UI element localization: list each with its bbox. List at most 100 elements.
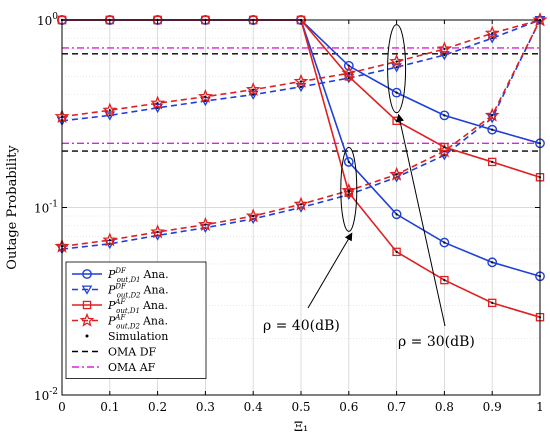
data-point-marker [391,87,402,98]
annotation-label-rho-30: ρ = 30(dB) [398,334,475,350]
data-point-marker [484,107,500,122]
data-point-marker [245,81,261,96]
simulation-point [156,106,159,109]
simulation-point [347,72,350,75]
simulation-point [395,66,398,69]
data-point-marker [198,216,213,231]
simulation-point [491,301,494,304]
data-point-marker [486,34,498,44]
simulation-point [395,91,398,94]
data-point-marker [344,188,354,197]
simulation-point [491,128,494,131]
legend: PDF out,D1 Ana.PDF out,D2 Ana.PAF out,D1 Ana.P… [65,261,207,379]
simulation-point [491,114,494,117]
x-tick-label: 0.1 [100,400,119,414]
y-axis-label: Outage Probability [5,145,20,270]
simulation-point [443,241,446,244]
simulation-point [395,250,398,253]
simulation-point [204,95,207,98]
simulation-point [299,203,303,206]
data-point-marker [440,142,449,152]
simulation-point [204,223,207,226]
simulation-point [443,145,446,149]
data-point-marker [343,157,354,167]
simulation-point [347,189,350,192]
legend-marker [81,285,93,295]
data-point-marker [439,237,450,248]
legend-box [65,261,207,379]
x-tick-label: 0.5 [291,400,310,414]
simulation-point [156,102,159,105]
data-point-marker [392,247,401,257]
x-tick-label: 0.6 [339,400,358,414]
simulation-point [443,114,446,117]
simulation-point [252,214,255,218]
simulation-point [491,261,494,264]
legend-entry-simulation: Simulation [108,330,168,343]
legend-entry: OMA AF [108,361,156,374]
annotation-ellipse-rho-30 [387,24,407,114]
data-point-marker [150,224,165,239]
data-point-marker [487,124,498,135]
data-point-marker [439,110,450,121]
x-tick-label: 0.9 [483,400,502,414]
simulation-point [395,119,398,122]
annotation-arrow-rho-40 [307,232,353,309]
x-tick-label: 1 [536,400,544,414]
legend-entry: PAF out,D2 Ana. [107,314,168,331]
data-point-marker [293,73,309,88]
simulation-point [299,80,303,83]
simulation-point [108,109,111,112]
x-tick-label: 0.2 [148,400,167,414]
data-point-marker [389,166,404,181]
legend-entry: PAF out,D1 Ana. [107,298,168,315]
legend-entry: PDF out,D1 Ana. [107,267,169,284]
data-point-marker [487,257,498,268]
axis-ticks: 0 0.1 0.2 0.3 0.4 0.5 0.6 0.7 0.8 0.9 1 10-2 10-1 100 [34,12,544,414]
data-point-marker [247,90,259,100]
annotation-label-rho-40: ρ = 40(dB) [263,318,340,334]
annotations: ρ = 40(dB) ρ = 30(dB) [263,24,475,350]
data-point-marker [102,232,118,247]
legend-simulation-dot [85,334,89,338]
x-tick-label: 0.7 [387,400,406,414]
simulation-point [156,230,159,234]
data-point-marker [343,60,354,71]
data-point-marker [440,275,449,285]
data-point-marker [293,196,309,211]
x-tick-label: 0.8 [435,400,454,414]
legend-marker [79,312,95,327]
data-point-marker [150,95,165,110]
data-point-marker [198,88,213,103]
y-tick-label: 100 [37,12,58,28]
legend-marker [82,300,92,310]
legend-entry: OMA DF [108,346,157,359]
simulation-point [108,114,111,117]
data-point-marker [104,111,116,121]
data-point-marker [389,53,404,68]
simulation-point [204,99,207,103]
simulation-point [299,85,303,88]
simulation-point [491,32,494,35]
legend-marker [82,269,92,279]
data-point-marker [437,41,452,56]
annotation-ellipse-rho-40 [340,146,358,232]
annotation-arrow-rho-30 [396,113,446,327]
x-tick-label: 0.4 [244,400,263,414]
simulation-point [395,60,398,63]
simulation-point [395,173,398,176]
x-tick-label: 0.3 [196,400,215,414]
data-point-marker [487,298,497,308]
simulation-point [395,213,398,216]
data-point-marker [341,65,357,80]
simulation-point [108,239,111,242]
x-tick-label: 0 [58,400,66,414]
data-point-marker [245,208,261,223]
simulation-point [443,47,446,51]
data-point-marker [102,102,118,117]
simulation-point [443,53,446,57]
simulation-point [491,160,494,164]
y-tick-label: 10-2 [34,387,58,403]
legend-entry: PDF out,D2 Ana. [107,283,169,300]
